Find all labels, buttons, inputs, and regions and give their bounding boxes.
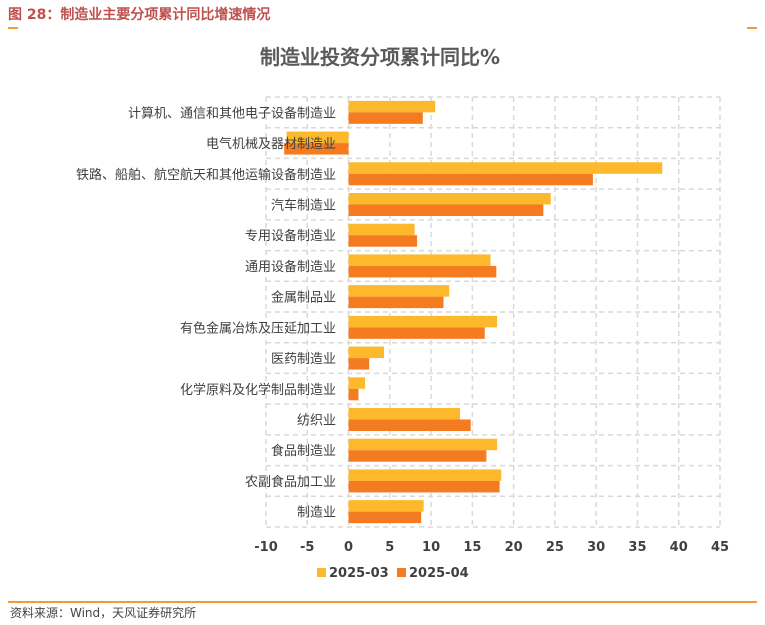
x-tick-label: 30 xyxy=(587,540,605,555)
x-tick-labels: -10 -5 0 5 10 15 20 25 30 35 40 45 xyxy=(254,540,729,555)
bar-2025-04-2 xyxy=(348,173,593,186)
bar-2025-04-6 xyxy=(348,296,444,309)
category-label: 农副食品加工业 xyxy=(245,474,336,490)
category-label: 纺织业 xyxy=(297,414,336,429)
header-rule-left xyxy=(8,27,18,29)
category-label: 铁路、船舶、航空航天和其他运输设备制造业 xyxy=(76,167,336,183)
category-label: 汽车制造业 xyxy=(271,198,336,214)
legend-label-0: 2025-03 xyxy=(329,566,389,581)
bar-2025-03-13 xyxy=(348,500,424,512)
bar-2025-04-0 xyxy=(348,112,423,124)
category-label: 金属制品业 xyxy=(271,290,336,306)
grid-lines xyxy=(265,96,721,528)
x-tick-label: 20 xyxy=(505,540,523,555)
legend-swatch-1 xyxy=(397,568,406,577)
bar-2025-03-1 xyxy=(286,131,349,144)
legend-label-1: 2025-04 xyxy=(409,566,469,581)
category-labels: 计算机、通信和其他电子设备制造业电气机械及器材制造业铁路、船舶、航空航天和其他运… xyxy=(76,105,336,520)
category-label: 化学原料及化学制品制造业 xyxy=(180,382,336,398)
legend-swatch-0 xyxy=(317,568,326,577)
bar-2025-04-13 xyxy=(348,511,422,524)
figure-caption: 图 28：制造业主要分项累计同比增速情况 xyxy=(8,7,271,23)
category-label: 医药制造业 xyxy=(271,352,336,367)
chart-title: 制造业投资分项累计同比% xyxy=(260,45,500,69)
x-tick-label: -5 xyxy=(300,540,314,555)
bar-2025-03-3 xyxy=(348,193,551,205)
category-label: 食品制造业 xyxy=(271,443,336,459)
category-label: 有色金属冶炼及压延加工业 xyxy=(180,320,336,336)
bar-2025-04-8 xyxy=(348,358,370,370)
x-tick-label: 40 xyxy=(670,540,688,555)
bar-2025-04-5 xyxy=(348,265,497,278)
x-tick-label: 10 xyxy=(422,540,440,555)
category-label: 计算机、通信和其他电子设备制造业 xyxy=(128,105,336,121)
bar-2025-03-5 xyxy=(348,254,491,266)
bar-2025-03-8 xyxy=(348,346,385,359)
source-note: 资料来源：Wind，天风证券研究所 xyxy=(10,606,197,620)
bar-2025-04-7 xyxy=(348,327,485,339)
x-tick-label: 15 xyxy=(463,540,481,555)
bar-2025-04-3 xyxy=(348,204,544,216)
bar-2025-04-10 xyxy=(348,419,471,431)
x-tick-label: 5 xyxy=(385,540,394,555)
bar-2025-03-11 xyxy=(348,438,498,451)
x-tick-label: -10 xyxy=(254,540,278,555)
x-tick-label: 35 xyxy=(628,540,646,555)
bar-2025-03-12 xyxy=(348,469,502,481)
x-tick-label: 25 xyxy=(546,540,564,555)
category-label: 制造业 xyxy=(297,506,336,521)
bar-2025-03-10 xyxy=(348,408,460,420)
bar-2025-04-11 xyxy=(348,450,487,462)
x-tick-label: 0 xyxy=(344,540,353,555)
bar-2025-03-0 xyxy=(348,100,436,113)
bar-2025-04-1 xyxy=(284,143,349,155)
bar-2025-03-4 xyxy=(348,223,415,236)
bar-2025-03-7 xyxy=(348,315,498,328)
bar-2025-04-4 xyxy=(348,235,418,247)
legend: 2025-03 2025-04 xyxy=(317,566,469,581)
bar-2025-03-2 xyxy=(348,162,663,174)
x-tick-label: 45 xyxy=(711,540,729,555)
bar-chart: 制造业投资分项累计同比% 计算机、通信和其他电子设备制造业电气机械及器材制造业铁… xyxy=(76,45,729,581)
category-label: 通用设备制造业 xyxy=(245,259,336,275)
bar-2025-04-9 xyxy=(348,388,359,401)
header-rule-right xyxy=(747,27,757,29)
bar-2025-03-9 xyxy=(348,377,366,389)
bars xyxy=(284,100,663,524)
category-label: 电气机械及器材制造业 xyxy=(206,136,336,152)
bar-2025-04-12 xyxy=(348,480,500,493)
bar-2025-03-6 xyxy=(348,285,450,297)
category-label: 专用设备制造业 xyxy=(245,228,336,244)
footer-rule xyxy=(8,601,757,603)
